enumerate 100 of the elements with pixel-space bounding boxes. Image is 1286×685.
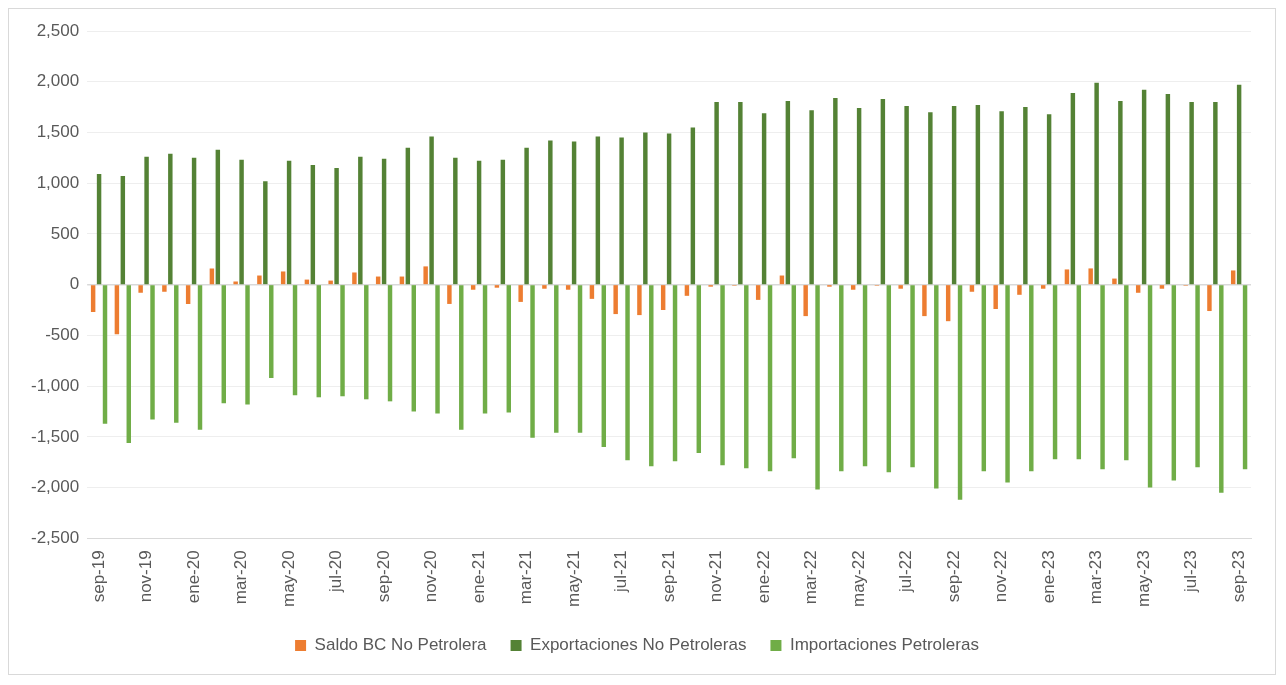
- bar: [975, 105, 981, 285]
- bar: [387, 285, 393, 402]
- bar: [785, 101, 791, 285]
- bar: [352, 272, 357, 285]
- bar: [1064, 269, 1070, 285]
- bar: [482, 285, 488, 414]
- bar: [328, 280, 333, 285]
- bar: [381, 158, 387, 285]
- bar: [625, 285, 630, 461]
- x-tick-label: sep-22: [943, 550, 963, 603]
- bar: [1070, 92, 1076, 285]
- legend-label: Importaciones Petroleras: [789, 635, 979, 655]
- legend-label: Saldo BC No Petrolera: [314, 635, 488, 655]
- bar: [257, 275, 262, 285]
- bar: [316, 285, 321, 398]
- bar: [1165, 93, 1171, 285]
- x-tick-label: jul-23: [1181, 550, 1201, 593]
- bar: [856, 108, 862, 285]
- x-tick-label: sep-21: [658, 550, 678, 603]
- bar: [233, 281, 238, 285]
- bar: [684, 285, 690, 296]
- bar: [1147, 285, 1153, 488]
- x-tick-label: nov-21: [706, 550, 726, 603]
- bar: [928, 112, 933, 285]
- bar: [191, 157, 197, 285]
- bar: [1112, 278, 1117, 285]
- bar: [981, 285, 987, 472]
- x-tick-label: may-21: [563, 550, 583, 607]
- bar: [1040, 285, 1046, 289]
- bar: [1213, 102, 1218, 285]
- bar: [150, 285, 155, 420]
- bar: [993, 285, 998, 310]
- bar: [162, 285, 167, 292]
- bar: [945, 285, 951, 322]
- bar: [411, 285, 417, 412]
- bar: [589, 285, 595, 299]
- bar: [1017, 285, 1022, 295]
- y-tick-label: -2,500: [31, 528, 80, 547]
- bar: [554, 285, 559, 433]
- bar: [1230, 270, 1236, 285]
- bar: [1195, 285, 1200, 468]
- x-tick-label: nov-20: [421, 550, 441, 603]
- bar: [120, 176, 126, 285]
- x-tick-label: ene-22: [753, 550, 773, 604]
- x-tick-label: jul-21: [611, 550, 631, 593]
- bar: [649, 285, 654, 467]
- bar: [96, 174, 102, 285]
- bar: [1118, 101, 1123, 285]
- y-tick-label: 500: [50, 223, 80, 243]
- bar: [358, 156, 363, 285]
- bar: [643, 132, 648, 285]
- bar: [500, 159, 506, 285]
- bar: [934, 285, 939, 489]
- y-tick-label: 1,000: [36, 172, 80, 192]
- bar: [334, 167, 339, 285]
- x-tick-label: jul-22: [896, 550, 916, 593]
- bar: [126, 285, 131, 443]
- bar: [1236, 84, 1242, 285]
- bar: [138, 285, 143, 293]
- bar: [209, 268, 215, 285]
- bar: [613, 285, 618, 315]
- bar: [951, 106, 957, 285]
- bar: [862, 285, 868, 467]
- y-tick-label: -1,500: [31, 426, 80, 446]
- bar: [999, 111, 1004, 285]
- bar: [957, 285, 963, 500]
- bar: [767, 285, 773, 472]
- bar: [1088, 268, 1093, 285]
- y-tick-label: -500: [45, 325, 80, 345]
- bar: [1005, 285, 1010, 483]
- bar: [518, 285, 523, 302]
- bar: [1141, 89, 1147, 285]
- bar: [459, 285, 464, 430]
- bar: [292, 285, 298, 396]
- legend-label: Exportaciones No Petroleras: [530, 635, 747, 655]
- bar: [269, 285, 274, 378]
- bar: [197, 285, 203, 430]
- bar: [1207, 285, 1212, 312]
- y-tick-label: 1,500: [36, 122, 80, 142]
- bar: [880, 98, 886, 285]
- bar: [524, 147, 529, 285]
- x-tick-label: sep-19: [88, 550, 108, 603]
- bar: [1189, 102, 1194, 285]
- bar: [886, 285, 892, 473]
- bar: [714, 102, 719, 285]
- bar: [1046, 114, 1052, 285]
- bar: [803, 285, 808, 317]
- bar: [969, 285, 975, 292]
- bar: [1076, 285, 1082, 460]
- bar: [577, 285, 583, 433]
- bar: [744, 285, 749, 469]
- bar: [839, 285, 844, 472]
- bar: [833, 97, 838, 285]
- y-tick-label: 2,000: [36, 71, 80, 91]
- x-tick-label: mar-20: [231, 550, 251, 605]
- bar: [1029, 285, 1034, 472]
- bar: [429, 136, 434, 285]
- y-tick-label: -2,000: [31, 477, 80, 497]
- bar: [221, 285, 226, 404]
- bar: [1159, 285, 1165, 289]
